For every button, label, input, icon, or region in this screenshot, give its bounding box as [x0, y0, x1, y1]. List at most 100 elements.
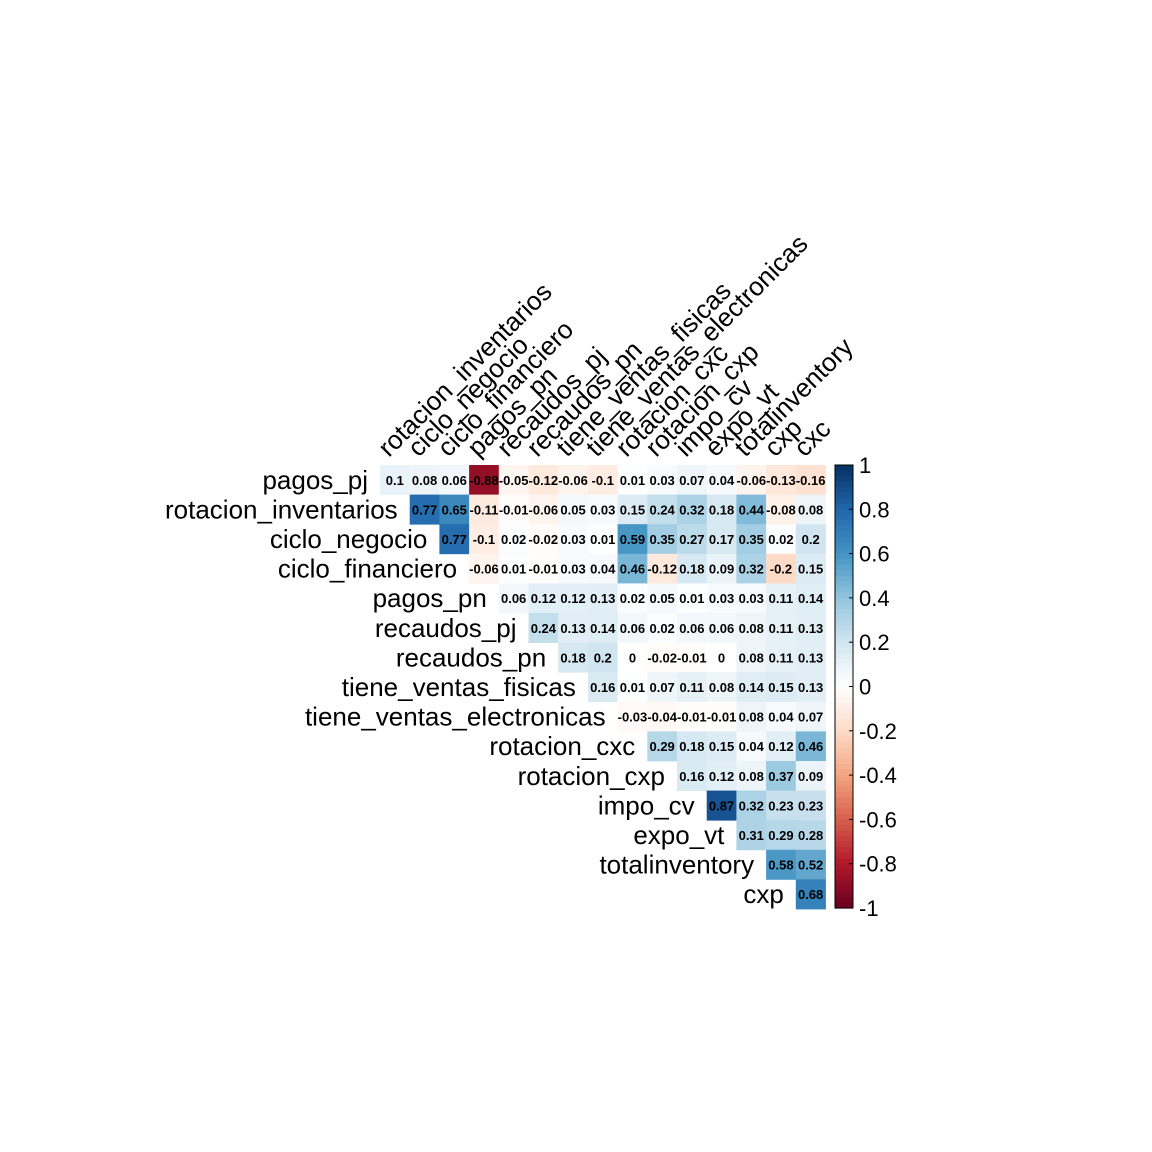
cell-value-label: 0.02: [649, 621, 674, 636]
colorbar-segment: [835, 720, 853, 726]
colorbar-segment: [835, 482, 853, 488]
cell-value-label: -0.08: [766, 502, 796, 517]
colorbar-tick-label: 1: [859, 453, 871, 478]
colorbar-segment: [835, 493, 853, 499]
cell-value-label: 0.06: [501, 591, 526, 606]
cell-value-label: 0.01: [620, 680, 645, 695]
colorbar-segment: [835, 581, 853, 587]
cell-value-label: 0.23: [798, 798, 823, 813]
colorbar-tick-label: 0.6: [859, 542, 890, 567]
colorbar-segment: [835, 631, 853, 637]
cell-value-label: 0.06: [442, 473, 467, 488]
row-label: rotacion_inventarios: [165, 494, 398, 524]
cell-value-label: 0.06: [620, 621, 645, 636]
column-labels: rotacion_inventariosciclo_negociociclo_f…: [372, 228, 859, 462]
colorbar-segment: [835, 559, 853, 565]
colorbar-segment: [835, 853, 853, 859]
colorbar-tick-label: 0.4: [859, 586, 890, 611]
colorbar-segment: [835, 803, 853, 809]
colorbar-segment: [835, 498, 853, 504]
cell-value-label: 0.2: [594, 650, 612, 665]
cell-value-label: 0.08: [798, 502, 823, 517]
cell-value-label: 0.44: [739, 502, 765, 517]
cell-value-label: 0.12: [709, 769, 734, 784]
cell-value-label: -0.2: [770, 562, 792, 577]
cell-value-label: 0.27: [679, 532, 704, 547]
cell-value-label: -0.88: [469, 473, 499, 488]
cell-value-label: 0.59: [620, 532, 645, 547]
colorbar: 1 0.8 0.6 0.4 0.2 0 -0.2 -0.4 -0.6 -0.8 -1: [835, 453, 897, 921]
cell-value-label: -0.02: [647, 650, 677, 665]
cell-value-label: 0.04: [739, 739, 765, 754]
cell-value-label: 0.05: [649, 591, 674, 606]
cell-value-label: 0.58: [768, 858, 793, 873]
colorbar-segment: [835, 515, 853, 521]
cell-value-label: 0.07: [798, 710, 823, 725]
colorbar-segment: [835, 703, 853, 709]
cell-value-label: -0.1: [473, 532, 495, 547]
colorbar-segment: [835, 792, 853, 798]
cell-value-label: 0.08: [739, 621, 764, 636]
cell-value-label: 0.46: [798, 739, 823, 754]
colorbar-segment: [835, 742, 853, 748]
cell-value-label: 0.08: [739, 710, 764, 725]
colorbar-segment: [835, 670, 853, 676]
cell-value-label: 0.08: [412, 473, 437, 488]
colorbar-segment: [835, 797, 853, 803]
colorbar-tick-label: -1: [859, 896, 879, 921]
cell-value-label: 0.15: [768, 680, 793, 695]
colorbar-segment: [835, 786, 853, 792]
cell-value-label: -0.1: [592, 473, 614, 488]
cell-value-label: 0.24: [649, 502, 675, 517]
cell-value-label: -0.01: [677, 710, 707, 725]
cell-value-label: 0.08: [739, 769, 764, 784]
cell-value-label: 0.14: [590, 621, 616, 636]
cell-value-label: 0.18: [679, 739, 704, 754]
colorbar-segment: [835, 471, 853, 477]
cell-value-label: 0.11: [769, 621, 794, 636]
row-label: impo_cv: [598, 790, 695, 820]
colorbar-segment: [835, 808, 853, 814]
cell-value-label: 0.13: [560, 621, 585, 636]
cell-value-label: 0.32: [739, 798, 764, 813]
row-label: totalinventory: [599, 850, 754, 880]
colorbar-segment: [835, 554, 853, 560]
colorbar-segment: [835, 565, 853, 571]
row-label: cxp: [743, 879, 783, 909]
colorbar-segment: [835, 642, 853, 648]
cell-value-label: 0.35: [739, 532, 764, 547]
colorbar-segment: [835, 864, 853, 870]
cell-value-label: 0.14: [739, 680, 765, 695]
cell-value-label: 0.06: [679, 621, 704, 636]
colorbar-segment: [835, 659, 853, 665]
colorbar-segment: [835, 836, 853, 842]
cell-value-label: 0.09: [709, 562, 734, 577]
cell-value-label: 0.32: [739, 562, 764, 577]
colorbar-segment: [835, 653, 853, 659]
cell-value-label: 0.03: [649, 473, 674, 488]
row-label: expo_vt: [633, 820, 725, 850]
colorbar-segment: [835, 825, 853, 831]
cell-value-label: -0.05: [499, 473, 529, 488]
cell-value-label: 0.12: [768, 739, 793, 754]
colorbar-segment: [835, 520, 853, 526]
row-label: rotacion_cxc: [489, 731, 635, 761]
cell-value-label: 0.11: [680, 680, 705, 695]
cell-value-label: 0.03: [709, 591, 734, 606]
cell-value-label: 0.24: [531, 621, 557, 636]
cell-value-label: -0.12: [529, 473, 559, 488]
cell-value-label: 0.08: [709, 680, 734, 695]
cell-value-label: 0.02: [620, 591, 645, 606]
colorbar-segment: [835, 875, 853, 881]
cell-value-label: -0.13: [766, 473, 796, 488]
cell-value-label: 0.65: [442, 502, 467, 517]
colorbar-segment: [835, 698, 853, 704]
cell-value-label: 0.01: [501, 562, 526, 577]
cell-value-label: 0.52: [798, 858, 823, 873]
colorbar-tick-label: 0: [859, 675, 871, 700]
cell-value-label: 0.03: [560, 532, 585, 547]
cell-value-label: -0.01: [529, 562, 559, 577]
colorbar-segment: [835, 576, 853, 582]
cell-value-label: 0.17: [709, 532, 734, 547]
